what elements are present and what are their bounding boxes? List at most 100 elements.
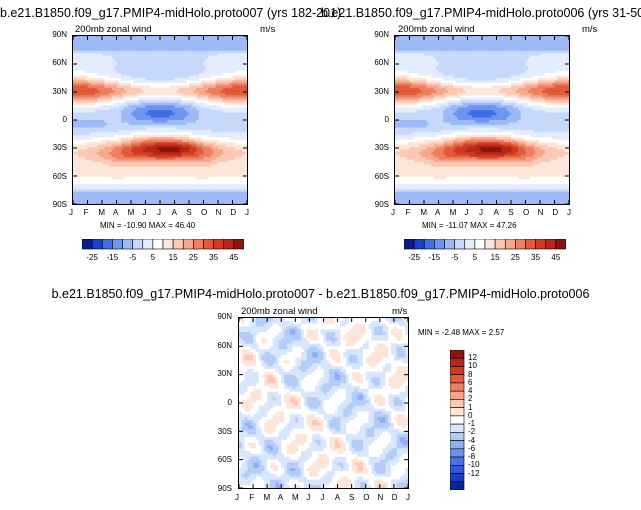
panel1-cell — [222, 184, 226, 188]
panel1-cell — [118, 189, 122, 193]
panel1-cell — [123, 107, 127, 111]
panel1-cell — [102, 110, 106, 114]
panel1-cell — [99, 127, 103, 131]
panel1-cell — [80, 132, 84, 136]
panel1-y-axis: 90N 60N 30N 0 30S 60S 90S — [40, 30, 70, 209]
panel1-cell — [215, 36, 219, 40]
panel1-cell — [203, 95, 207, 99]
panel1-cell — [155, 92, 159, 96]
panel1-cell — [210, 166, 214, 171]
panel1-cell — [172, 105, 176, 109]
panel1-cell — [102, 199, 106, 203]
panel1-cell — [227, 85, 231, 89]
panel1-cell — [145, 78, 149, 82]
panel1-cell — [210, 201, 214, 204]
panel1-cell — [138, 122, 142, 126]
panel1-cell — [232, 100, 236, 104]
panel1-cell — [89, 201, 93, 204]
panel1-cell — [123, 60, 127, 64]
panel1-cell — [220, 85, 224, 89]
panel1-cell — [184, 73, 188, 77]
panel1-cell — [131, 78, 135, 82]
panel1-cell — [109, 102, 113, 106]
panel1-cell — [242, 144, 246, 148]
panel1-cell — [167, 120, 171, 124]
panel1-cell — [230, 122, 234, 126]
panel1-cell — [152, 144, 156, 148]
panel1-cell — [220, 122, 224, 126]
panel1-cell — [116, 70, 120, 74]
panel1-cell — [215, 115, 219, 119]
panel1-cell — [193, 152, 197, 156]
panel1-cell — [87, 68, 91, 72]
panel1-cell — [176, 139, 180, 143]
panel1-cell — [162, 48, 166, 52]
panel1-cell — [191, 110, 195, 114]
panel1-cell — [87, 194, 91, 198]
panel1-cell — [114, 152, 118, 156]
panel1-cell — [114, 40, 118, 45]
panel1-cell — [155, 122, 159, 126]
panel1-cell — [114, 164, 118, 168]
panel1-cell — [193, 137, 197, 141]
panel1-cell — [92, 117, 96, 121]
panel1-cell — [201, 176, 205, 180]
panel1-cell — [167, 189, 171, 193]
panel1-cell — [73, 107, 77, 111]
panel1-cell — [193, 171, 197, 175]
panel1-cell — [193, 144, 197, 148]
panel1-cell — [208, 162, 212, 166]
panel1-cell — [220, 70, 224, 74]
panel1-cell — [145, 127, 149, 131]
panel1-cell — [162, 171, 166, 175]
panel1-cell — [186, 110, 190, 114]
panel1-cell — [189, 164, 193, 168]
panel1-cell — [167, 199, 171, 203]
panel1-cell — [213, 134, 217, 138]
panel1-cell — [193, 169, 197, 173]
panel1-cell — [121, 65, 125, 69]
panel1-cell — [181, 102, 185, 106]
panel1-cell — [179, 164, 183, 168]
panel1-cell — [77, 100, 81, 104]
panel1-cell — [189, 144, 193, 148]
panel1-cell — [179, 82, 183, 87]
panel1-cell — [106, 90, 110, 94]
panel1-cell — [140, 48, 144, 52]
panel1-cell — [193, 90, 197, 94]
panel1-cell — [164, 166, 168, 171]
panel1-cell — [145, 174, 149, 178]
panel1-cell — [222, 134, 226, 138]
panel1-cell — [121, 53, 125, 57]
panel1-cell — [218, 157, 222, 161]
panel1-cell — [167, 45, 171, 49]
panel1-cell — [227, 157, 231, 161]
panel1-cell — [99, 189, 103, 193]
panel1-cell — [213, 95, 217, 99]
panel1-cell — [89, 194, 93, 198]
panel1-cell — [160, 186, 164, 190]
panel1-cell — [218, 90, 222, 94]
panel1-cell — [128, 36, 132, 40]
panel2-field — [395, 36, 569, 204]
panel1-cell — [145, 43, 149, 47]
panel1-cell — [118, 176, 122, 180]
panel1-cell — [128, 154, 132, 158]
panel1-cell — [104, 122, 108, 126]
panel1-cell — [155, 73, 159, 77]
panel1-cell — [239, 144, 243, 148]
panel1-cell — [85, 82, 89, 87]
panel1-cell — [82, 95, 86, 99]
panel1-cell — [140, 50, 144, 54]
panel1-cell — [208, 117, 212, 121]
panel1-cell — [220, 58, 224, 62]
panel1-cell — [179, 174, 183, 178]
panel1-cell — [208, 179, 212, 183]
panel1-cell — [157, 196, 161, 200]
panel1-cell — [92, 75, 96, 79]
panel1-cell — [227, 60, 231, 64]
panel1-cell — [104, 147, 108, 151]
panel1-cell — [99, 48, 103, 52]
panel1-cell — [94, 174, 98, 178]
panel1-cell — [172, 191, 176, 195]
